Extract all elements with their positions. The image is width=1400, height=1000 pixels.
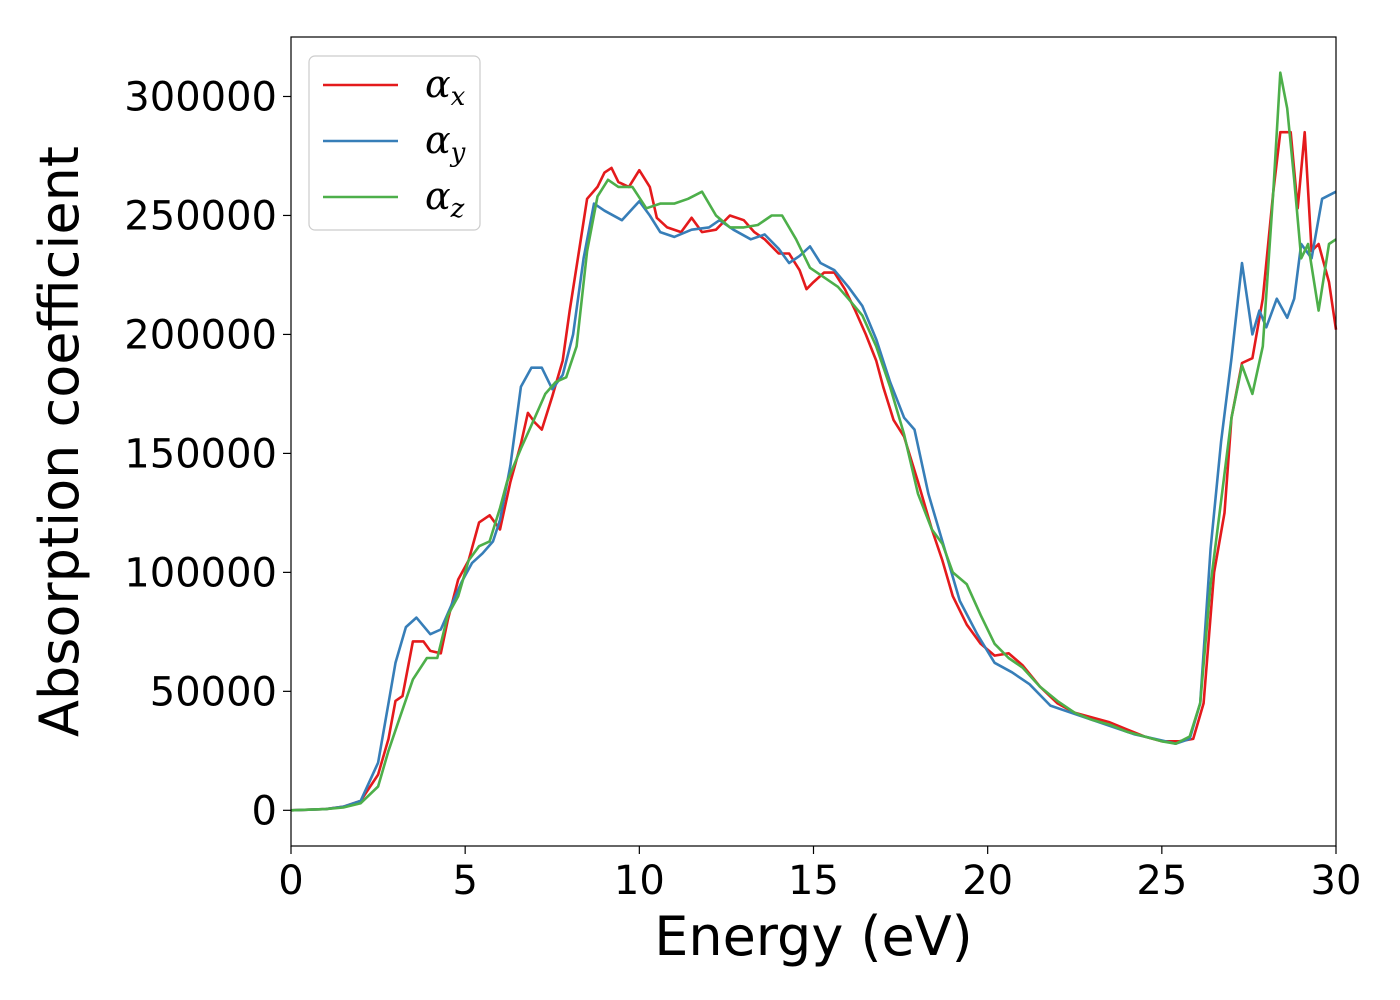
- legend-subscript: y: [450, 138, 466, 168]
- series-layer: [290, 71, 1338, 812]
- y-tick-label: 200000: [124, 312, 277, 358]
- x-tick-label: 0: [278, 858, 303, 904]
- series-line-alpha-z: [290, 71, 1337, 812]
- legend-label-alpha-x: αx: [425, 62, 466, 112]
- x-tick-label: 5: [452, 858, 477, 904]
- y-tick-label: 250000: [124, 193, 277, 239]
- legend-symbol: α: [425, 118, 451, 162]
- y-tick-label: 300000: [124, 74, 277, 120]
- y-tick-label: 100000: [124, 550, 277, 596]
- legend-symbol: α: [425, 174, 451, 218]
- legend-label-alpha-z: αz: [425, 174, 465, 224]
- x-tick-label: 15: [788, 858, 839, 904]
- x-tick-label: 20: [962, 858, 1013, 904]
- series-line-alpha-y: [290, 190, 1337, 812]
- x-tick-label: 10: [614, 858, 665, 904]
- x-axis: 0 5 10 15 20 25 30: [278, 846, 1361, 904]
- legend-label-alpha-y: αy: [425, 118, 466, 168]
- legend-subscript: z: [450, 194, 465, 224]
- y-axis-title: Absorption coefficient: [28, 146, 91, 737]
- y-tick-label: 150000: [124, 431, 277, 477]
- legend-symbol: α: [425, 62, 451, 106]
- y-tick-label: 0: [252, 788, 277, 834]
- legend-box: [308, 55, 481, 231]
- y-tick-label: 50000: [150, 669, 277, 715]
- legend-subscript: x: [451, 82, 466, 112]
- x-tick-label: 30: [1311, 858, 1362, 904]
- y-axis: 0 50000 100000 150000 200000 250000 300000: [124, 74, 291, 834]
- x-axis-title: Energy (eV): [654, 905, 973, 968]
- x-tick-label: 25: [1136, 858, 1187, 904]
- series-line-alpha-x: [290, 130, 1338, 812]
